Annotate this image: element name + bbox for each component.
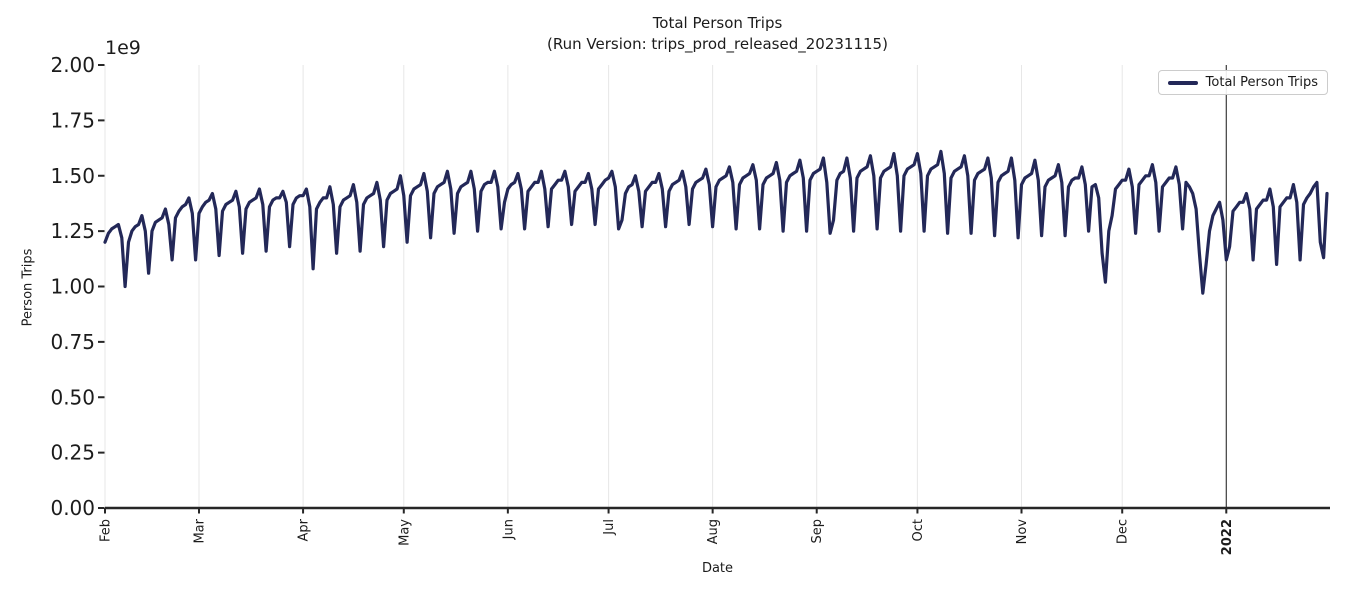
x-tick-label: Feb — [99, 519, 114, 542]
legend-line-swatch — [1167, 80, 1198, 85]
y-tick-label: 1.25 — [50, 219, 95, 243]
y-tick-label: 2.00 — [50, 53, 95, 77]
x-tick-label: Jul — [602, 519, 617, 536]
chart-subtitle: (Run Version: trips_prod_released_202311… — [547, 35, 888, 53]
x-tick-label: 2022 — [1220, 519, 1235, 555]
x-tick-label: Dec — [1116, 519, 1131, 544]
y-tick-label: 1.00 — [50, 275, 95, 299]
x-tick-label: Nov — [1015, 519, 1030, 545]
legend-entry-label: Total Person Trips — [1205, 75, 1318, 90]
x-axis-label: Date — [701, 561, 734, 576]
y-tick-label: 0.00 — [50, 496, 95, 520]
y-axis-label: Person Trips — [20, 248, 36, 327]
x-tick-label: Jun — [501, 519, 516, 540]
y-tick-label: 0.50 — [50, 385, 95, 409]
series-path-total-person-trips — [103, 149, 1329, 295]
y-tick-label: 0.25 — [50, 441, 95, 465]
legend: Total Person Trips — [1157, 70, 1328, 95]
x-tick-label: Aug — [706, 519, 721, 544]
chart-title: Total Person Trips — [652, 14, 783, 32]
x-tick-label: Sep — [810, 519, 825, 544]
y-tick-label: 1.75 — [50, 108, 95, 132]
y-tick-label: 1.50 — [50, 164, 95, 188]
y-axis-offset-text: 1e9 — [105, 37, 141, 59]
y-tick-label: 0.75 — [50, 330, 95, 354]
x-tick-label: Oct — [911, 519, 926, 541]
chart-title-block: Total Person Trips (Run Version: trips_p… — [105, 13, 1330, 55]
x-tick-label: May — [397, 519, 412, 546]
x-tick-label: Apr — [297, 518, 312, 541]
x-tick-label: Mar — [193, 518, 208, 543]
